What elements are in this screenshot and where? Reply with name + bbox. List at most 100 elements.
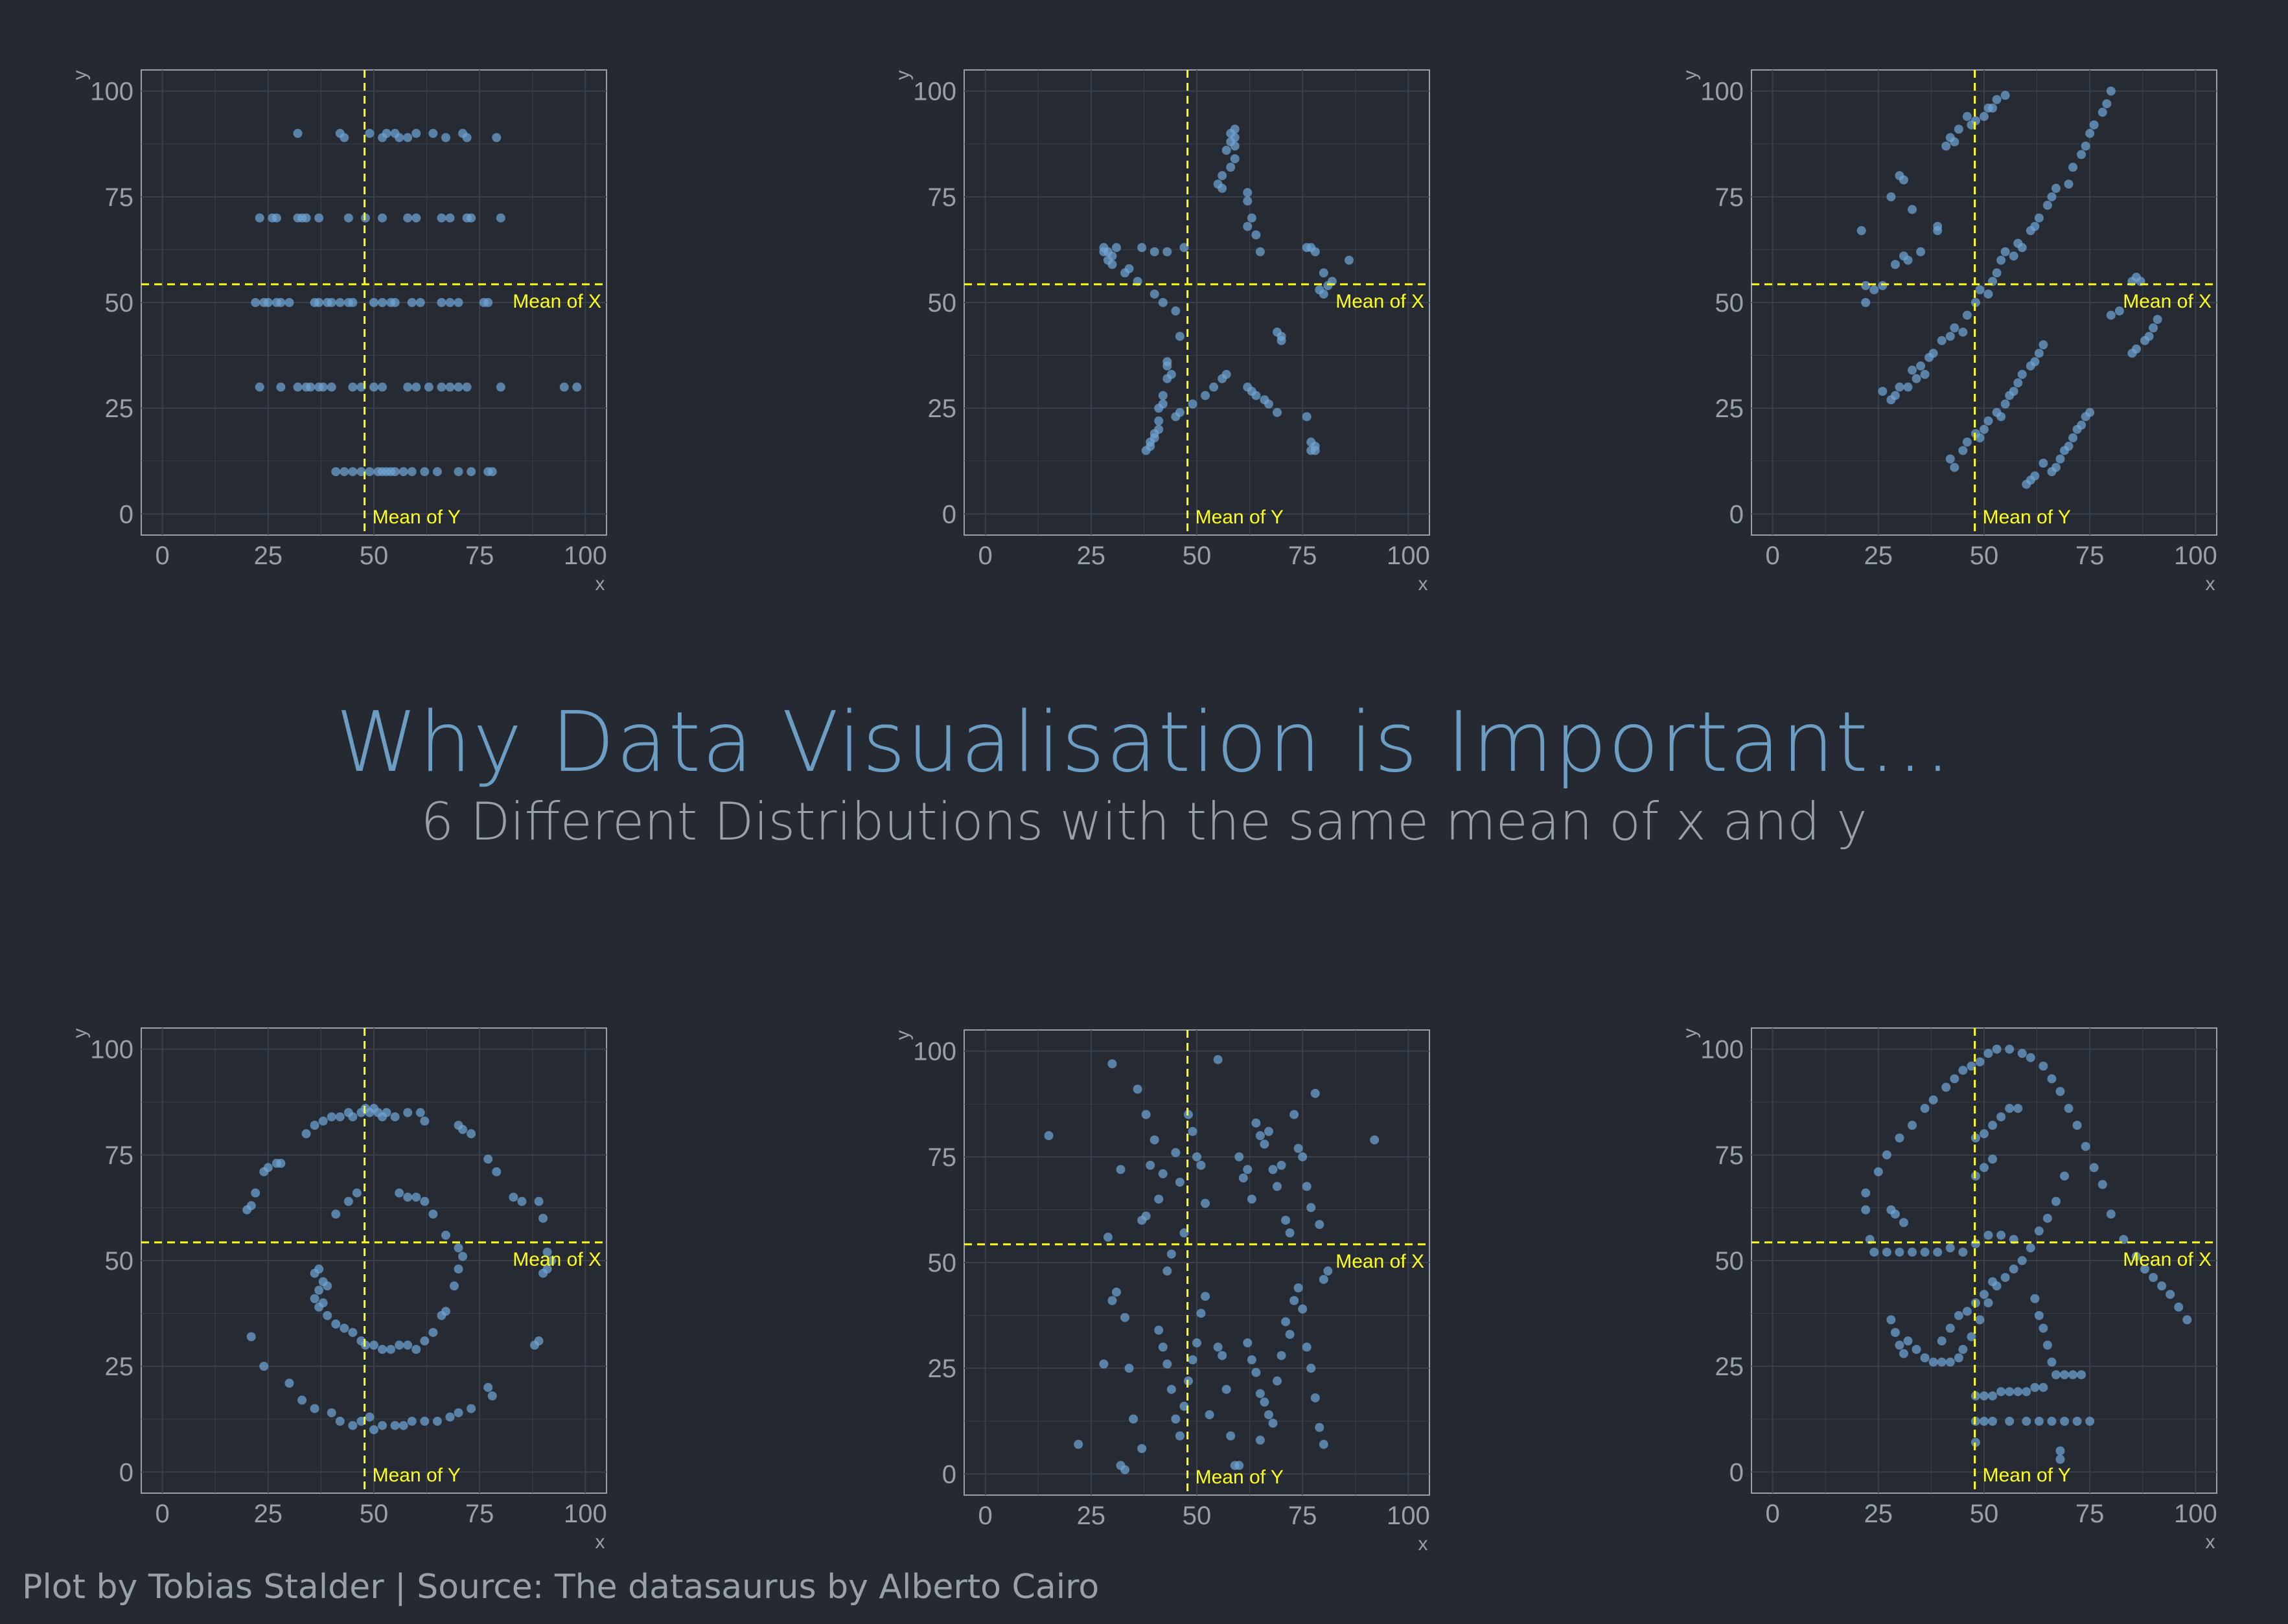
source-caption: Plot by Tobias Stalder | Source: The dat… (22, 1568, 1100, 1607)
data-point (390, 467, 400, 477)
mean-x-label: Mean of X (1335, 1251, 1424, 1272)
data-point (1980, 1129, 1989, 1139)
data-point (399, 1421, 408, 1430)
x-tick-label: 75 (1288, 542, 1317, 570)
data-point (2182, 1315, 2192, 1325)
data-point (487, 467, 497, 477)
data-point (327, 1408, 336, 1417)
data-point (1962, 111, 1972, 121)
y-tick-label: 100 (1700, 1036, 1744, 1064)
data-point (411, 1345, 421, 1355)
data-point (331, 1319, 341, 1329)
x-tick-label: 100 (2174, 542, 2217, 570)
data-point (1171, 1148, 1181, 1158)
data-point (403, 133, 413, 143)
data-point (2030, 1294, 2040, 1303)
data-point (1306, 1364, 1316, 1373)
y-axis-label: y (1680, 71, 1701, 80)
data-point (1975, 1315, 1985, 1325)
data-point (1255, 247, 1265, 257)
data-point (352, 1188, 362, 1198)
data-point (1933, 226, 1943, 236)
data-point (378, 1421, 387, 1430)
data-point (1878, 280, 1888, 290)
main-title: Why Data Visualisation is Important... (336, 694, 1952, 791)
data-point (1886, 192, 1896, 201)
data-point (263, 298, 273, 307)
data-point (2009, 1264, 2018, 1274)
data-point (2051, 463, 2061, 472)
subtitle: 6 Different Distributions with the same … (421, 792, 1867, 852)
data-point (1912, 1345, 1921, 1355)
data-point (534, 1196, 544, 1206)
y-tick-label: 25 (1715, 395, 1744, 423)
data-point (1238, 1173, 1248, 1183)
mean-x-label: Mean of X (2123, 291, 2212, 312)
data-point (378, 298, 387, 307)
data-point (1920, 1104, 1930, 1114)
data-point (1370, 1135, 1380, 1145)
data-point (437, 298, 446, 307)
data-point (1120, 1465, 1130, 1474)
data-point (1903, 255, 1913, 265)
data-point (403, 382, 413, 392)
x-tick-label: 75 (465, 542, 494, 570)
x-tick-label: 25 (1077, 1502, 1106, 1530)
data-point (467, 1404, 476, 1413)
data-point (1903, 382, 1913, 392)
data-point (1111, 243, 1121, 253)
data-point (263, 1163, 273, 1172)
data-point (1107, 1059, 1117, 1069)
data-point (1243, 382, 1253, 392)
data-point (407, 298, 417, 307)
x-tick-label: 0 (1766, 542, 1780, 570)
data-point (496, 213, 505, 223)
data-point (1162, 1359, 1172, 1369)
data-point (1992, 95, 2002, 104)
data-point (403, 1193, 413, 1202)
data-point (1928, 349, 1938, 358)
data-point (1975, 1057, 1985, 1067)
data-point (1171, 1414, 1181, 1424)
data-point (1319, 289, 1328, 299)
data-point (1166, 1384, 1176, 1394)
data-point (1920, 1353, 1930, 1363)
data-point (1221, 1384, 1231, 1394)
data-point (1171, 306, 1181, 316)
data-point (496, 382, 505, 392)
data-point (2131, 344, 2141, 354)
data-point (1196, 1160, 1206, 1170)
data-point (310, 1121, 319, 1130)
data-point (2064, 1104, 2074, 1114)
data-point (2047, 1074, 2057, 1084)
data-point (1861, 1205, 1871, 1215)
data-point (2068, 163, 2078, 172)
x-axis-label: x (595, 573, 605, 595)
data-point (251, 1188, 260, 1198)
data-point (454, 1264, 463, 1274)
data-point (462, 133, 472, 143)
data-point (301, 213, 311, 223)
data-point (2089, 1163, 2099, 1172)
x-axis-label: x (2206, 573, 2215, 595)
data-point (2102, 99, 2112, 109)
data-point (1980, 424, 1989, 434)
y-axis-label: y (69, 1029, 91, 1038)
data-point (483, 1154, 493, 1164)
data-point (1890, 260, 1900, 269)
data-point (1996, 1387, 2006, 1397)
data-point (420, 1196, 430, 1206)
data-point (1937, 1336, 1947, 1346)
data-point (1260, 1397, 1269, 1407)
data-point (1124, 264, 1134, 273)
data-point (2060, 1370, 2070, 1380)
data-point (1166, 1249, 1176, 1259)
data-point (1247, 1355, 1256, 1365)
data-point (403, 213, 413, 223)
data-point (2077, 420, 2086, 430)
data-point (1120, 1312, 1130, 1322)
data-point (2055, 454, 2065, 464)
x-tick-label: 50 (1183, 1502, 1212, 1530)
x-tick-label: 50 (360, 542, 389, 570)
data-point (1221, 146, 1231, 155)
